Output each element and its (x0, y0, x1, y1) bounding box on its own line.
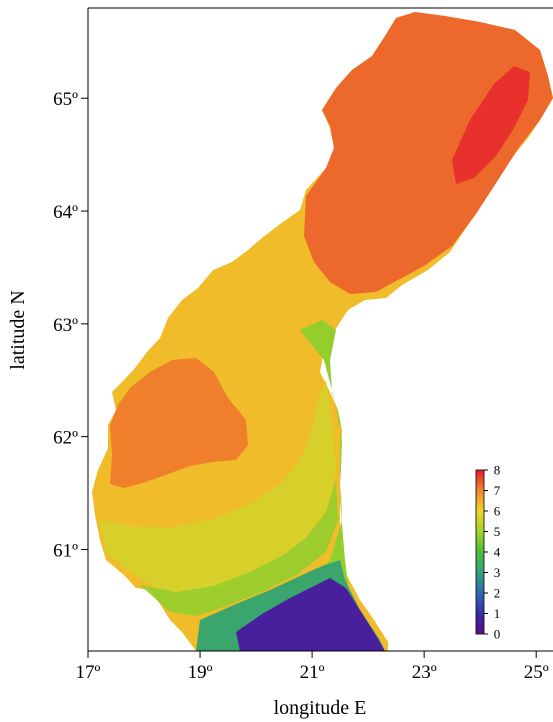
colorbar-tick-label: 5 (494, 524, 501, 539)
colorbar-ticks: 0 1 2 3 4 5 6 7 8 (484, 463, 501, 642)
y-tick-label: 64º (53, 202, 78, 223)
sea-map (92, 12, 553, 651)
x-axis-ticks: 17º 19º 21º 23º 25º (76, 651, 549, 683)
colorbar: 0 1 2 3 4 5 6 7 8 (475, 463, 501, 642)
colorbar-gradient (475, 469, 485, 635)
colorbar-tick-label: 0 (494, 627, 501, 642)
sea-region-southeast (236, 578, 385, 651)
y-axis-ticks: 61º 62º 63º 64º 65º (53, 89, 88, 561)
colorbar-tick-label: 1 (494, 606, 501, 621)
x-tick-label: 25º (524, 662, 549, 683)
x-tick-label: 19º (188, 662, 213, 683)
colorbar-tick-label: 4 (494, 545, 501, 560)
y-axis-title: latitude N (7, 290, 29, 369)
sea-region-western-core (110, 358, 248, 488)
sea-region-transition (100, 380, 336, 596)
colorbar-tick-label: 6 (494, 504, 501, 519)
y-tick-label: 62º (53, 428, 78, 449)
sea-region-south-band (140, 480, 338, 616)
colorbar-tick-label: 3 (494, 565, 501, 580)
x-tick-label: 17º (76, 662, 101, 683)
x-axis-title: longitude E (274, 697, 367, 719)
y-tick-label: 63º (53, 315, 78, 336)
colorbar-tick-label: 8 (494, 463, 501, 478)
y-tick-label: 65º (53, 89, 78, 110)
sea-region-northern-basin-core (452, 66, 530, 184)
sea-region-northern-basin (304, 12, 553, 294)
y-tick-label: 61º (53, 540, 78, 561)
colorbar-tick-label: 2 (494, 586, 501, 601)
x-tick-label: 21º (300, 662, 325, 683)
colorbar-tick-label: 7 (494, 483, 501, 498)
x-tick-label: 23º (412, 662, 437, 683)
